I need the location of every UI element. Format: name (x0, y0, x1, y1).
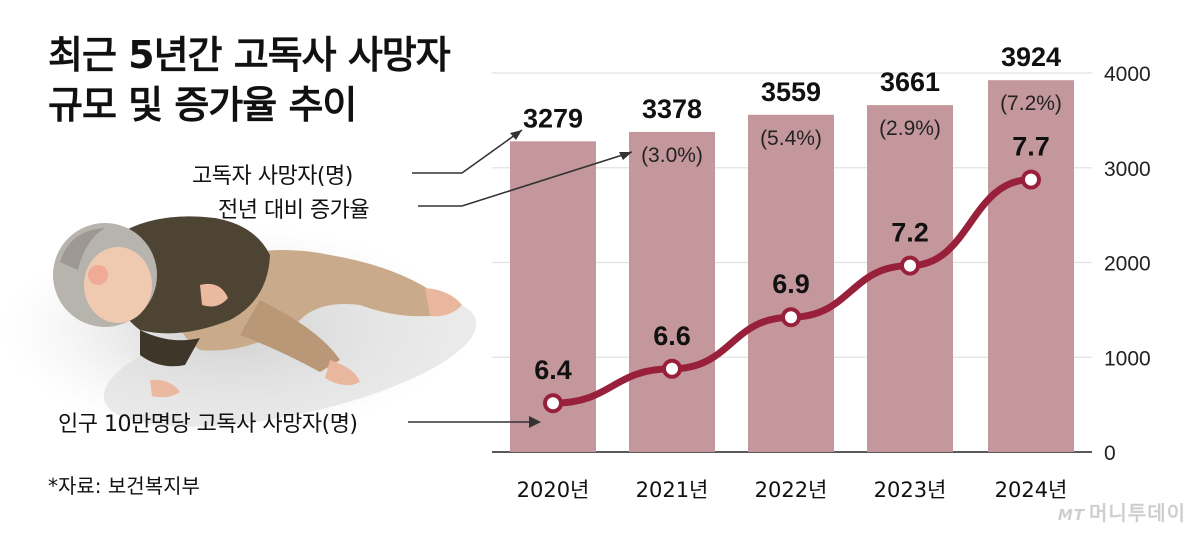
bar-value-label: 3924 (1001, 42, 1061, 72)
growth-arrowhead (619, 152, 632, 160)
legend-deaths-label: 고독자 사망자(명) (192, 164, 353, 189)
legend-leaders (408, 129, 633, 428)
growth-rate-label: (5.4%) (760, 127, 822, 150)
rate-value-label: 6.4 (534, 355, 572, 385)
brand-name: 머니투데이 (1089, 501, 1186, 525)
bar-value-label: 3279 (523, 103, 583, 133)
source-note: *자료: 보건복지부 (48, 474, 200, 498)
chart-title-line2: 규모 및 증가율 추이 (48, 83, 357, 127)
rate-point (662, 358, 682, 379)
rate-arrowhead (529, 416, 541, 428)
x-tick-label: 2021년 (636, 478, 709, 502)
brand-watermark: MT 머니투데이 (1058, 497, 1186, 526)
growth-leader (418, 151, 633, 207)
x-tick-label: 2024년 (995, 478, 1068, 502)
elderly-person-illustration (0, 216, 477, 435)
chart-title-line1: 최근 5년간 고독사 사망자 (48, 33, 451, 77)
growth-rate-label: (7.2%) (1000, 92, 1062, 115)
rate-value-label: 7.2 (891, 218, 929, 248)
bar (867, 105, 953, 453)
bar (629, 131, 715, 452)
deaths-leader (412, 129, 523, 174)
y-tick-label: 0 (1104, 442, 1116, 465)
legend-growth-label: 전년 대비 증가율 (218, 198, 370, 223)
bar-value-label: 3661 (880, 67, 940, 97)
y-tick-label: 3000 (1104, 158, 1151, 181)
bar-value-label: 3559 (761, 77, 821, 107)
rate-value-label: 6.9 (772, 269, 810, 299)
bar (988, 80, 1074, 453)
bar (748, 114, 834, 452)
rate-point (543, 393, 563, 414)
growth-rate-label: (2.9%) (879, 117, 941, 140)
bar-value-label: 3378 (642, 94, 702, 124)
rate-point (781, 307, 801, 328)
deaths-arrowhead (510, 130, 522, 140)
x-tick-label: 2023년 (874, 478, 947, 502)
rate-value-label: 6.6 (653, 321, 691, 351)
growth-rate-label: (3.0%) (641, 144, 703, 167)
x-tick-label: 2020년 (517, 478, 590, 502)
x-tick-label: 2022년 (755, 478, 828, 502)
y-tick-label: 4000 (1104, 63, 1151, 86)
rate-value-label: 7.7 (1012, 132, 1050, 162)
rate-point (900, 255, 920, 276)
legend-rate-label: 인구 10만명당 고독사 사망자(명) (58, 412, 358, 437)
y-tick-label: 1000 (1104, 347, 1151, 370)
y-tick-label: 2000 (1104, 253, 1151, 276)
rate-point (1021, 169, 1041, 190)
brand-logo-mt: MT (1057, 506, 1085, 524)
